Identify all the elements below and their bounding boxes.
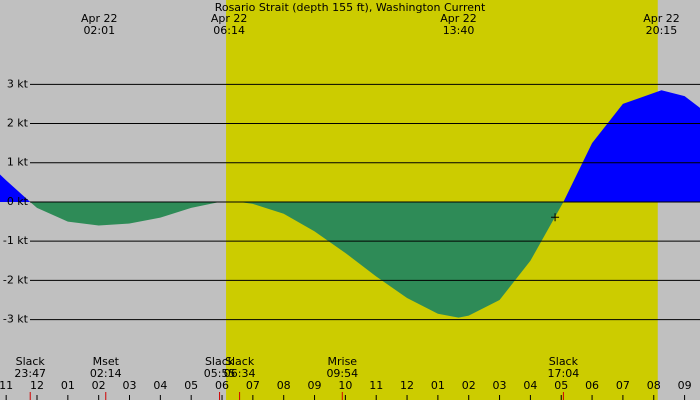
x-tick-label: 03 xyxy=(493,379,507,392)
event-name: Mrise xyxy=(328,355,358,368)
chart-title: Rosario Strait (depth 155 ft), Washingto… xyxy=(215,1,486,14)
top-time-label: 20:15 xyxy=(646,24,678,37)
x-tick-label: 05 xyxy=(184,379,198,392)
y-tick-label: 3 kt xyxy=(7,77,29,90)
event-name: Slack xyxy=(225,355,255,368)
x-tick-label: 04 xyxy=(523,379,537,392)
x-tick-label: 01 xyxy=(431,379,445,392)
top-time-label: 13:40 xyxy=(443,24,475,37)
x-tick-label: 12 xyxy=(400,379,414,392)
x-tick-label: 03 xyxy=(123,379,137,392)
y-tick-label: -1 kt xyxy=(3,234,29,247)
current-time-marker xyxy=(551,213,560,222)
event-time: 02:14 xyxy=(90,367,122,380)
top-time-label: 06:14 xyxy=(213,24,245,37)
x-tick-label: 02 xyxy=(462,379,476,392)
x-tick-label: 11 xyxy=(369,379,383,392)
y-tick-label: -3 kt xyxy=(3,313,29,326)
event-time: 23:47 xyxy=(14,367,46,380)
x-tick-label: 08 xyxy=(277,379,291,392)
event-time: 05:55 xyxy=(204,367,236,380)
x-tick-label: 10 xyxy=(338,379,352,392)
x-tick-label: 04 xyxy=(153,379,167,392)
x-tick-label: 06 xyxy=(215,379,229,392)
top-time-label: 02:01 xyxy=(83,24,115,37)
top-date-label: Apr 22 xyxy=(440,12,477,25)
top-date-label: Apr 22 xyxy=(81,12,118,25)
x-tick-label: 01 xyxy=(61,379,75,392)
x-tick-label: 09 xyxy=(308,379,322,392)
y-tick-label: 0 kt xyxy=(7,195,29,208)
event-name: Mset xyxy=(93,355,120,368)
event-time: 09:54 xyxy=(326,367,358,380)
current-area xyxy=(0,90,700,318)
x-tick-label: 07 xyxy=(616,379,630,392)
x-tick-label: 12 xyxy=(30,379,44,392)
x-tick-label: 07 xyxy=(246,379,260,392)
x-tick-label: 11 xyxy=(0,379,13,392)
event-time: 06:34 xyxy=(224,367,256,380)
x-tick-label: 06 xyxy=(585,379,599,392)
event-name: Slack xyxy=(205,355,235,368)
y-tick-label: 1 kt xyxy=(7,156,29,169)
x-tick-label: 08 xyxy=(647,379,661,392)
x-tick-label: 09 xyxy=(678,379,692,392)
top-date-label: Apr 22 xyxy=(211,12,248,25)
x-tick-label: 02 xyxy=(92,379,106,392)
event-time: 17:04 xyxy=(548,367,580,380)
top-date-label: Apr 22 xyxy=(643,12,680,25)
event-name: Slack xyxy=(549,355,579,368)
event-name: Slack xyxy=(16,355,46,368)
x-tick-label: 05 xyxy=(554,379,568,392)
y-tick-label: -2 kt xyxy=(3,273,29,286)
y-tick-label: 2 kt xyxy=(7,117,29,130)
